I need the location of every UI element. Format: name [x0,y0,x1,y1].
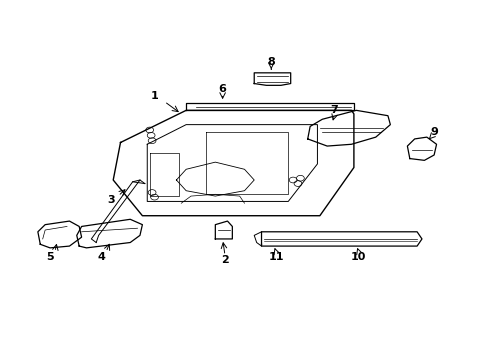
Polygon shape [407,137,436,160]
Polygon shape [307,111,389,146]
Polygon shape [38,221,81,248]
Polygon shape [261,232,421,246]
Polygon shape [113,111,353,216]
Polygon shape [186,103,353,111]
Polygon shape [215,221,232,239]
Text: 4: 4 [97,252,105,262]
Text: 6: 6 [218,84,226,94]
Text: 7: 7 [330,105,338,115]
Text: 9: 9 [429,127,437,137]
Text: 2: 2 [221,255,228,265]
Text: 1: 1 [150,91,158,101]
Polygon shape [254,73,290,85]
Text: 11: 11 [268,252,283,262]
Polygon shape [77,219,142,248]
Text: 3: 3 [107,195,114,204]
Text: 10: 10 [350,252,366,262]
Text: 8: 8 [267,57,275,67]
Text: 5: 5 [46,252,54,262]
